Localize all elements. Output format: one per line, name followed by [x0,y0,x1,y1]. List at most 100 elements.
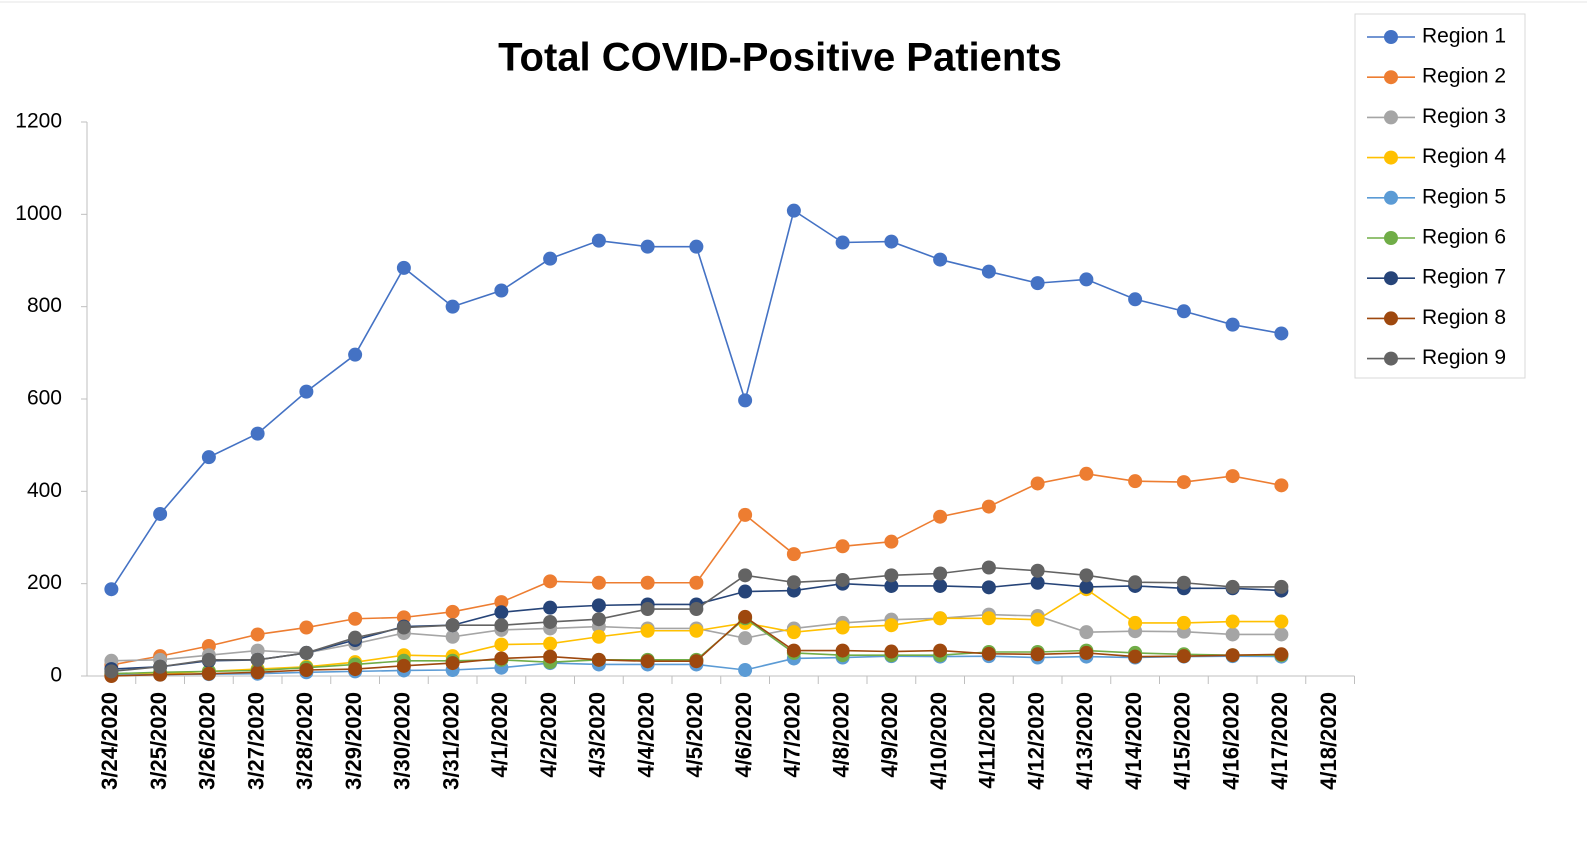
legend-marker [1384,150,1398,165]
data-point [835,620,850,635]
data-point [396,620,411,635]
data-point [543,614,558,629]
data-point [543,649,558,664]
x-tick-label: 3/26/2020 [195,692,220,790]
y-tick-label: 1000 [15,202,62,225]
data-point [543,574,558,589]
x-tick-label: 4/7/2020 [780,692,805,778]
legend-marker [1384,70,1398,85]
data-point [348,662,363,677]
data-point [494,605,509,620]
x-tick-label: 4/2/2020 [536,692,561,778]
data-point [738,507,753,522]
data-point [786,203,801,218]
data-point [689,602,704,617]
x-tick-label: 4/8/2020 [828,692,853,778]
x-tick-label: 4/6/2020 [731,692,756,778]
legend-label: Region 5 [1422,185,1506,208]
data-point [494,637,509,652]
data-point [1030,647,1045,662]
x-tick-label: 4/18/2020 [1316,692,1341,790]
data-point [1079,272,1094,287]
data-point [835,572,850,587]
data-point [933,643,948,658]
data-point [1176,615,1191,630]
legend-label: Region 2 [1422,65,1506,88]
data-point [640,623,655,638]
data-point [933,509,948,524]
data-point [1030,276,1045,291]
data-point [591,629,606,644]
data-point [884,644,899,659]
data-point [299,645,314,660]
x-tick-label: 4/5/2020 [682,692,707,778]
data-point [981,611,996,626]
data-point [396,658,411,673]
data-point [543,251,558,266]
x-tick-label: 3/31/2020 [438,692,463,790]
data-point [299,384,314,399]
data-point [933,578,948,593]
x-tick-label: 3/27/2020 [243,692,268,790]
data-point [299,662,314,677]
data-point [884,534,899,549]
data-point [1030,612,1045,627]
data-point [1225,317,1240,332]
legend-label: Region 6 [1422,226,1506,249]
data-point [981,580,996,595]
chart-title: Total COVID-Positive Patients [498,36,1062,80]
data-point [1274,478,1289,493]
data-point [981,646,996,661]
data-point [1128,615,1143,630]
data-point [1274,326,1289,341]
x-tick-label: 3/30/2020 [390,692,415,790]
data-point [689,575,704,590]
data-point [445,618,460,633]
series [104,466,1289,672]
series [104,203,1289,597]
y-tick-label: 600 [27,387,62,410]
x-tick-label: 3/28/2020 [292,692,317,790]
data-point [1176,575,1191,590]
data-point [640,575,655,590]
data-point [1176,649,1191,664]
legend-label: Region 8 [1422,306,1506,329]
data-point [299,620,314,635]
data-point [933,566,948,581]
data-point [738,662,753,677]
legend-marker [1384,351,1398,366]
data-point [1274,647,1289,662]
data-point [835,643,850,658]
data-point [1225,648,1240,663]
data-point [153,506,168,521]
data-point [494,595,509,610]
data-point [396,260,411,275]
legend-marker [1384,110,1398,125]
data-point [591,233,606,248]
y-tick-label: 0 [50,664,62,687]
data-point [786,575,801,590]
data-point [494,618,509,633]
data-point [738,584,753,599]
x-tick-label: 4/14/2020 [1121,692,1146,790]
data-point [884,578,899,593]
data-point [1128,575,1143,590]
data-point [1079,579,1094,594]
data-point [933,252,948,267]
data-point [348,347,363,362]
data-point [1274,579,1289,594]
data-point [689,623,704,638]
x-tick-label: 4/13/2020 [1072,692,1097,790]
x-tick-label: 4/12/2020 [1023,692,1048,790]
data-point [1030,575,1045,590]
data-point [1079,645,1094,660]
data-point [1225,469,1240,484]
y-tick-label: 1200 [15,110,62,133]
x-tick-label: 4/9/2020 [877,692,902,778]
legend-label: Region 1 [1422,25,1506,48]
data-point [445,629,460,644]
data-point [981,264,996,279]
data-point [835,235,850,250]
data-point [348,630,363,645]
